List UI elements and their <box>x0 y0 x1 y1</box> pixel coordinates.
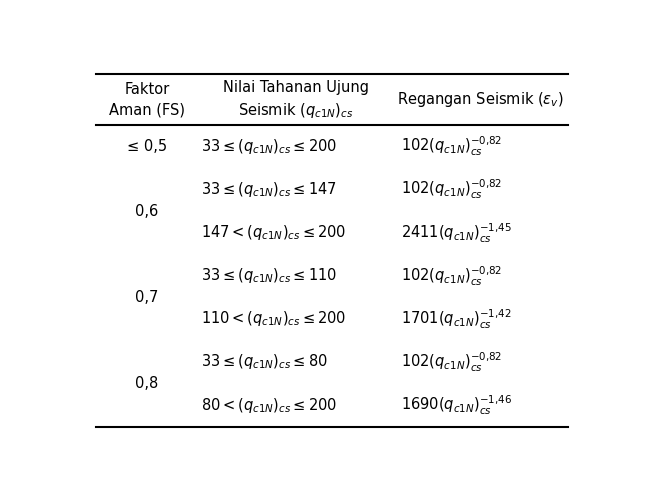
Text: Faktor
Aman (FS): Faktor Aman (FS) <box>109 82 185 117</box>
Text: $2411\left(q_{c1N}\right)_{cs}^{-1{,}45}$: $2411\left(q_{c1N}\right)_{cs}^{-1{,}45}… <box>400 221 511 245</box>
Text: $33 \leq \left(q_{c1N}\right)_{cs} \leq 110$: $33 \leq \left(q_{c1N}\right)_{cs} \leq … <box>202 267 338 285</box>
Text: $147 < \left(q_{c1N}\right)_{cs} \leq 200$: $147 < \left(q_{c1N}\right)_{cs} \leq 20… <box>202 223 347 243</box>
Text: $102\left(q_{c1N}\right)_{cs}^{-0{,}82}$: $102\left(q_{c1N}\right)_{cs}^{-0{,}82}$ <box>400 350 502 373</box>
Text: $102\left(q_{c1N}\right)_{cs}^{-0{,}82}$: $102\left(q_{c1N}\right)_{cs}^{-0{,}82}$ <box>400 135 502 158</box>
Text: Regangan Seismik $(ε_v)$: Regangan Seismik $(ε_v)$ <box>397 90 564 109</box>
Text: 0,8: 0,8 <box>135 376 159 391</box>
Text: $102\left(q_{c1N}\right)_{cs}^{-0{,}82}$: $102\left(q_{c1N}\right)_{cs}^{-0{,}82}$ <box>400 264 502 287</box>
Text: $1701\left(q_{c1N}\right)_{cs}^{-1{,}42}$: $1701\left(q_{c1N}\right)_{cs}^{-1{,}42}… <box>400 308 511 331</box>
Text: $110 < \left(q_{c1N}\right)_{cs} \leq 200$: $110 < \left(q_{c1N}\right)_{cs} \leq 20… <box>202 309 347 329</box>
Text: 0,7: 0,7 <box>135 290 159 305</box>
Text: Nilai Tahanan Ujung
Seismik $(q_{c1N})_{cs}$: Nilai Tahanan Ujung Seismik $(q_{c1N})_{… <box>222 80 369 120</box>
Text: $80 < \left(q_{c1N}\right)_{cs} \leq 200$: $80 < \left(q_{c1N}\right)_{cs} \leq 200… <box>202 396 338 414</box>
Text: $1690\left(q_{c1N}\right)_{cs}^{-1{,}46}$: $1690\left(q_{c1N}\right)_{cs}^{-1{,}46}… <box>400 394 512 417</box>
Text: $33 \leq \left(q_{c1N}\right)_{cs} \leq 80$: $33 \leq \left(q_{c1N}\right)_{cs} \leq … <box>202 352 328 371</box>
Text: ≤ 0,5: ≤ 0,5 <box>127 139 167 154</box>
Text: $33 \leq \left(q_{c1N}\right)_{cs} \leq 147$: $33 \leq \left(q_{c1N}\right)_{cs} \leq … <box>202 181 337 199</box>
Text: 0,6: 0,6 <box>135 204 159 219</box>
Text: $33 \leq \left(q_{c1N}\right)_{cs} \leq 200$: $33 \leq \left(q_{c1N}\right)_{cs} \leq … <box>202 137 338 156</box>
Text: $102\left(q_{c1N}\right)_{cs}^{-0{,}82}$: $102\left(q_{c1N}\right)_{cs}^{-0{,}82}$ <box>400 178 502 202</box>
